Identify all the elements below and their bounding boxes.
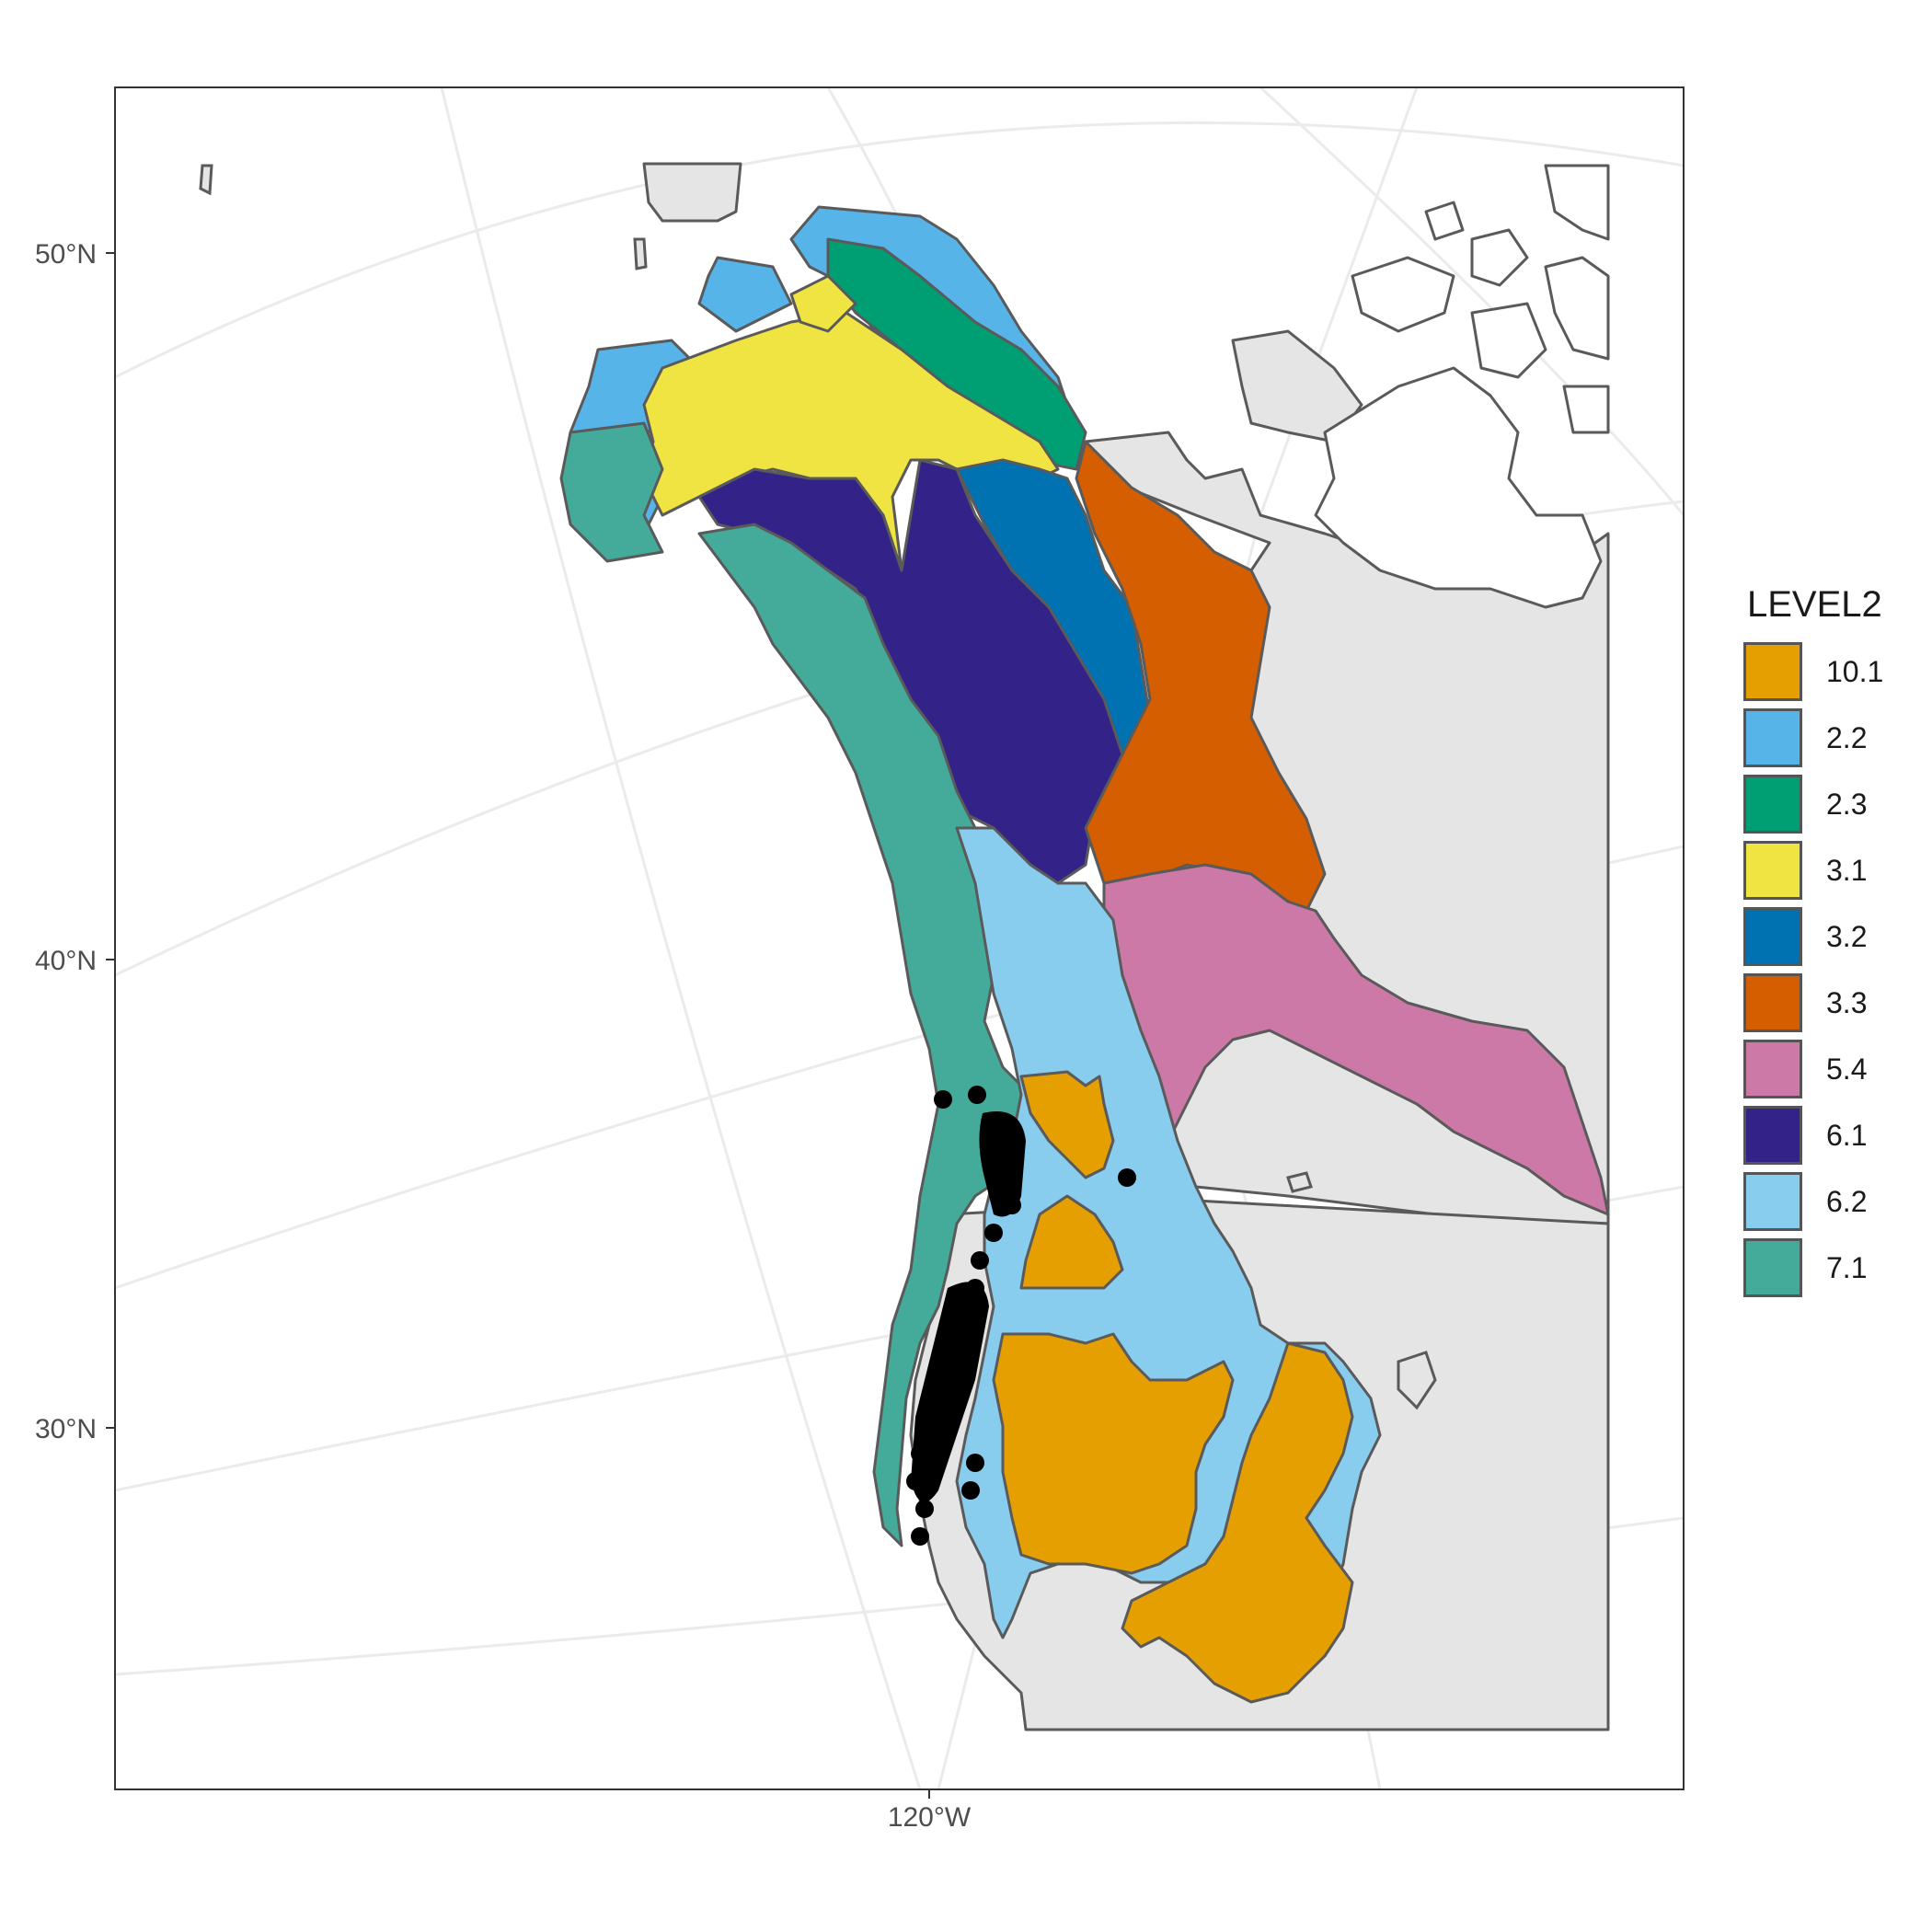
legend-swatch (1743, 708, 1802, 767)
region-10-1-basin (992, 1332, 1235, 1575)
legend-swatch (1743, 1238, 1802, 1297)
island (1562, 385, 1610, 434)
island (1470, 302, 1547, 379)
y-tick-label: 50°N (35, 239, 97, 270)
graticule-line (440, 86, 922, 1790)
island (633, 237, 648, 270)
arctic-islands (1314, 164, 1610, 609)
legend-title: LEVEL2 (1747, 584, 1882, 625)
island (1470, 228, 1529, 287)
region-2-3 (826, 237, 1087, 471)
x-axis: 120°W (888, 1789, 972, 1833)
legend-item: 5.4 (1743, 1036, 1883, 1102)
legend-swatch (1743, 841, 1802, 900)
legend-label: 5.4 (1826, 1052, 1868, 1086)
region-3-1-patch (789, 274, 857, 333)
legend-label: 7.1 (1826, 1250, 1868, 1284)
legend-item: 10.1 (1743, 638, 1883, 705)
x-tick-label: 120°W (888, 1802, 972, 1833)
sample-point (911, 1527, 929, 1546)
graticule-line (114, 121, 1685, 379)
region-2-2-west (697, 256, 793, 333)
legend-swatch (1743, 1106, 1802, 1165)
legend-label: 3.2 (1826, 919, 1868, 953)
region-10-1-southeast (1121, 1341, 1354, 1704)
sample-point (934, 1090, 952, 1109)
sample-point (1118, 1168, 1136, 1187)
legend-swatch (1743, 1040, 1802, 1098)
island (1286, 1171, 1313, 1193)
y-axis: 50°N 40°N 30°N (35, 239, 115, 1444)
legend-swatch (1743, 775, 1802, 834)
island (1424, 201, 1465, 241)
legend-label: 3.3 (1826, 985, 1868, 1019)
island (1351, 256, 1455, 333)
sample-point (966, 1454, 984, 1472)
sample-point (915, 1500, 934, 1518)
sample-point (984, 1224, 1003, 1242)
legend-swatch (1743, 973, 1802, 1032)
y-tick-label: 40°N (35, 946, 97, 976)
legend-label: 6.2 (1826, 1184, 1868, 1218)
sample-point (968, 1086, 986, 1104)
legend-item: 3.2 (1743, 903, 1883, 970)
sample-point-clusters (911, 1111, 1026, 1502)
legend-items: 10.1 2.2 2.3 3.1 3.2 3.3 5.4 6.1 6.2 7.1 (1743, 638, 1883, 1301)
legend: LEVEL2 10.1 2.2 2.3 3.1 3.2 3.3 5.4 6.1 6.2 7.1 (1743, 584, 1883, 1301)
legend-item: 2.3 (1743, 771, 1883, 837)
legend-swatch (1743, 1172, 1802, 1231)
island (1314, 366, 1603, 609)
region-7-1-north (559, 421, 664, 563)
panel-border (114, 86, 1685, 1790)
region-3-2 (955, 458, 1152, 756)
legend-label: 10.1 (1826, 654, 1884, 688)
island (1397, 1351, 1437, 1410)
legend-item: 3.1 (1743, 837, 1883, 903)
sample-point (971, 1251, 989, 1270)
legend-label: 2.2 (1826, 720, 1868, 754)
legend-swatch (1743, 907, 1802, 966)
legend-swatch (1743, 642, 1802, 701)
point-cluster-mid (911, 1282, 989, 1502)
legend-item: 7.1 (1743, 1235, 1883, 1301)
legend-item: 6.1 (1743, 1102, 1883, 1168)
point-cluster-north (979, 1111, 1026, 1217)
legend-item: 2.2 (1743, 705, 1883, 771)
legend-item: 3.3 (1743, 970, 1883, 1036)
sample-point (961, 1481, 980, 1500)
legend-label: 6.1 (1826, 1118, 1868, 1152)
region-10-1-mid (1019, 1194, 1124, 1290)
legend-label: 2.3 (1826, 787, 1868, 821)
region-7-1 (697, 523, 1032, 1547)
island (1544, 256, 1610, 361)
coastal-islands (199, 164, 1437, 1410)
island (199, 164, 213, 196)
ecoregions (559, 205, 1610, 1704)
region-3-1 (642, 311, 1060, 572)
y-tick-label: 30°N (35, 1414, 97, 1444)
legend-label: 3.1 (1826, 853, 1868, 887)
legend-item: 6.2 (1743, 1168, 1883, 1235)
region-10-1-north (1019, 1070, 1115, 1179)
island (1544, 164, 1610, 241)
land-alaska-top (642, 162, 742, 223)
